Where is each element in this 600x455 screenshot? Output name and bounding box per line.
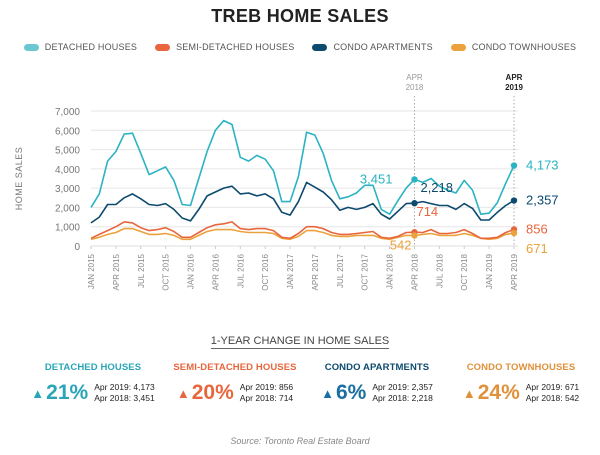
legend-label: DETACHED HOUSES	[44, 42, 138, 52]
up-arrow-icon: ▲	[321, 385, 334, 401]
y-tick-label: 3,000	[55, 184, 80, 195]
y-tick-label: 4,000	[55, 165, 80, 176]
data-label: 3,451	[360, 171, 393, 186]
stat-name: DETACHED HOUSES	[44, 362, 142, 373]
x-tick-label: JAN 2016	[187, 253, 196, 289]
stat-name: SEMI-DETACHED HOUSES	[173, 362, 297, 373]
legend-item-condo-apartments: CONDO APARTMENTS	[312, 42, 433, 52]
series-line-condo-townhouses	[90, 227, 515, 241]
legend-swatch	[23, 43, 39, 51]
reference-label: APR	[406, 73, 423, 82]
stat-condo-townhouses: CONDO TOWNHOUSES ▲ 24% Apr 2019: 671 Apr 2…	[446, 362, 596, 405]
data-label: 714	[416, 204, 438, 219]
y-tick-label: 1,000	[55, 223, 80, 234]
x-tick-label: APR 2019	[510, 253, 519, 290]
legend-swatch	[312, 43, 328, 51]
data-point-marker	[411, 176, 418, 183]
series-line-detached-houses	[90, 119, 515, 215]
stat-percent: ▲ 21%	[31, 381, 89, 404]
x-tick-label: OCT 2017	[361, 253, 370, 290]
data-label: 671	[526, 241, 548, 256]
stat-detail: Apr 2019: 671 Apr 2018: 542	[525, 382, 580, 403]
stat-detail: Apr 2019: 4,173 Apr 2018: 3,451	[94, 382, 155, 403]
up-arrow-icon: ▲	[31, 385, 45, 401]
stat-name: CONDO TOWNHOUSES	[466, 362, 576, 373]
x-tick-label: OCT 2016	[261, 253, 270, 290]
source-note: Source: Toronto Real Estate Board	[230, 436, 370, 446]
stat-semi-detached: SEMI-DETACHED HOUSES ▲ 20% Apr 2019: 856 A…	[160, 362, 310, 405]
x-tick-label: JUL 2015	[137, 253, 146, 288]
legend-label: CONDO TOWNHOUSES	[471, 42, 577, 52]
x-tick-label: APR 2017	[311, 253, 320, 290]
x-tick-label: JAN 2018	[386, 253, 395, 289]
x-tick-label: JAN 2017	[286, 253, 295, 289]
data-label: 4,173	[526, 158, 559, 173]
x-tick-label: JAN 2019	[485, 253, 494, 289]
reference-label: 2018	[406, 83, 424, 92]
line-chart: 0 1,000 2,000 3,000 4,000 5,000 6,000 7,000 HOME…	[14, 73, 559, 291]
legend-swatch	[155, 43, 171, 51]
series-line-semi-detached-houses	[90, 221, 515, 240]
stat-name: CONDO APARTMENTS	[324, 362, 430, 373]
data-label: 542	[390, 238, 412, 253]
chart-title: TREB HOME SALES	[211, 6, 389, 26]
stat-detail: Apr 2019: 2,357 Apr 2018: 2,218	[372, 382, 433, 403]
stat-percent: ▲ 24%	[462, 381, 520, 404]
y-tick-label: 7,000	[55, 107, 80, 118]
stat-detail: Apr 2019: 856 Apr 2018: 714	[239, 382, 294, 403]
data-label: 856	[526, 221, 548, 236]
legend-swatch	[450, 43, 466, 51]
data-label: 2,357	[526, 193, 559, 208]
legend-label: SEMI-DETACHED HOUSES	[176, 42, 295, 52]
legend-item-detached: DETACHED HOUSES	[23, 42, 138, 52]
legend: DETACHED HOUSES SEMI-DETACHED HOUSES CON…	[0, 42, 600, 52]
stat-detached: DETACHED HOUSES ▲ 21% Apr 2019: 4,173 Apr …	[18, 362, 168, 405]
up-arrow-icon: ▲	[176, 385, 190, 401]
x-tick-label: APR 2015	[112, 253, 121, 290]
data-label: 2,218	[420, 180, 453, 195]
up-arrow-icon: ▲	[462, 385, 476, 401]
y-tick-label: 6,000	[55, 126, 80, 137]
x-tick-label: OCT 2015	[162, 253, 171, 290]
reference-label: 2019	[505, 83, 523, 92]
legend-item-condo-townhouses: CONDO TOWNHOUSES	[450, 42, 577, 52]
legend-label: CONDO APARTMENTS	[333, 42, 433, 52]
stat-percent: ▲ 6%	[321, 381, 367, 404]
x-tick-label: JUL 2018	[435, 253, 444, 288]
stat-percent: ▲ 20%	[176, 381, 234, 404]
reference-label: APR	[506, 73, 523, 82]
x-tick-label: OCT 2018	[460, 253, 469, 290]
x-tick-label: APR 2018	[410, 253, 419, 290]
x-tick-label: JUL 2017	[336, 253, 345, 288]
y-tick-label: 5,000	[55, 146, 80, 157]
data-point-marker	[411, 232, 418, 239]
y-axis-label: HOME SALES	[14, 147, 24, 211]
data-point-marker	[510, 229, 518, 237]
summary-title: 1-YEAR CHANGE IN HOME SALES	[210, 335, 390, 349]
stat-condo-apartments: CONDO APARTMENTS ▲ 6% Apr 2019: 2,357 Apr …	[302, 362, 452, 405]
data-point-marker	[411, 200, 418, 207]
y-tick-label: 2,000	[55, 203, 80, 214]
x-tick-label: JAN 2015	[87, 253, 96, 289]
legend-item-semi-detached: SEMI-DETACHED HOUSES	[155, 42, 294, 52]
data-point-marker	[510, 197, 518, 204]
x-tick-label: APR 2016	[211, 253, 220, 290]
y-tick-label: 0	[74, 242, 80, 253]
data-point-marker	[510, 162, 518, 169]
x-tick-label: JUL 2016	[236, 253, 245, 287]
series-line-condo-apartments	[90, 181, 515, 224]
